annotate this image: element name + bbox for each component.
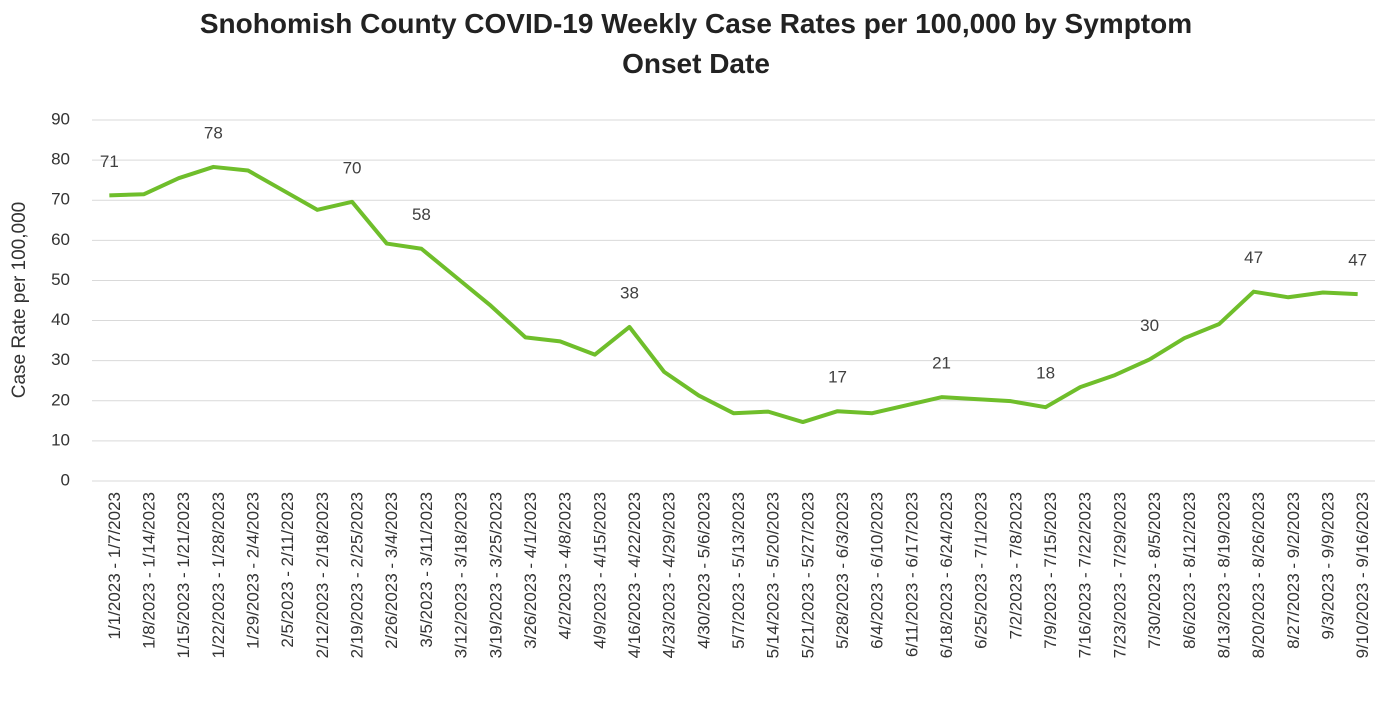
data-label: 38 — [620, 283, 639, 302]
y-tick-label: 50 — [51, 270, 70, 289]
y-tick-label: 90 — [51, 109, 70, 128]
y-tick-label: 60 — [51, 230, 70, 249]
x-tick-label: 7/2/2023 - 7/8/2023 — [1006, 492, 1025, 639]
y-tick-label: 10 — [51, 430, 70, 449]
x-tick-label: 4/2/2023 - 4/8/2023 — [556, 492, 575, 639]
data-label: 21 — [932, 354, 951, 373]
data-label: 58 — [412, 205, 431, 224]
x-tick-label: 2/5/2023 - 2/11/2023 — [278, 492, 297, 648]
chart-title: Snohomish County COVID-19 Weekly Case Ra… — [199, 8, 1193, 79]
x-tick-label: 8/13/2023 - 8/19/2023 — [1214, 492, 1233, 658]
x-tick-label: 9/10/2023 - 9/16/2023 — [1353, 492, 1372, 658]
y-tick-label: 70 — [51, 190, 70, 209]
data-label: 30 — [1140, 316, 1159, 335]
y-tick-label: 30 — [51, 350, 70, 369]
x-tick-label: 4/30/2023 - 5/6/2023 — [694, 492, 713, 649]
x-tick-label: 2/12/2023 - 2/18/2023 — [313, 492, 332, 658]
x-tick-label: 6/18/2023 - 6/24/2023 — [937, 492, 956, 658]
x-tick-label: 5/7/2023 - 5/13/2023 — [729, 492, 748, 649]
x-tick-label: 2/26/2023 - 3/4/2023 — [382, 492, 401, 649]
x-tick-label: 5/28/2023 - 6/3/2023 — [833, 492, 852, 649]
x-tick-label: 1/1/2023 - 1/7/2023 — [105, 492, 124, 639]
line-series — [109, 164, 1358, 425]
x-tick-label: 3/26/2023 - 4/1/2023 — [521, 492, 540, 649]
x-tick-label: 8/27/2023 - 9/2/2023 — [1284, 492, 1303, 649]
x-tick-label: 5/21/2023 - 5/27/2023 — [798, 492, 817, 658]
x-tick-label: 7/9/2023 - 7/15/2023 — [1041, 492, 1060, 649]
x-tick-label: 8/6/2023 - 8/12/2023 — [1180, 492, 1199, 649]
data-label: 18 — [1036, 364, 1055, 383]
y-tick-label: 40 — [51, 310, 70, 329]
x-tick-label: 6/4/2023 - 6/10/2023 — [868, 492, 887, 649]
x-tick-label: 4/23/2023 - 4/29/2023 — [660, 492, 679, 658]
data-label: 71 — [100, 152, 119, 171]
x-tick-label: 6/11/2023 - 6/17/2023 — [902, 492, 921, 657]
x-tick-label: 3/12/2023 - 3/18/2023 — [452, 492, 471, 658]
x-tick-label: 3/5/2023 - 3/11/2023 — [417, 492, 436, 648]
data-label: 47 — [1244, 248, 1263, 267]
x-tick-label: 8/20/2023 - 8/26/2023 — [1249, 492, 1268, 658]
x-tick-label: 1/8/2023 - 1/14/2023 — [139, 492, 158, 649]
x-tick-label: 7/16/2023 - 7/22/2023 — [1076, 492, 1095, 658]
x-tick-label: 1/15/2023 - 1/21/2023 — [174, 492, 193, 658]
x-tick-label: 6/25/2023 - 7/1/2023 — [972, 492, 991, 649]
x-tick-label: 7/30/2023 - 8/5/2023 — [1145, 492, 1164, 649]
data-label: 17 — [828, 368, 847, 387]
y-axis-label: Case Rate per 100,000 — [9, 202, 30, 398]
x-tick-label: 3/19/2023 - 3/25/2023 — [486, 492, 505, 658]
x-tick-label: 4/16/2023 - 4/22/2023 — [625, 492, 644, 658]
y-tick-label: 80 — [51, 150, 70, 169]
data-label: 70 — [343, 158, 362, 177]
x-tick-label: 1/29/2023 - 2/4/2023 — [244, 492, 263, 649]
data-label: 47 — [1348, 251, 1367, 270]
data-label: 78 — [204, 123, 223, 142]
y-tick-label: 20 — [51, 390, 70, 409]
x-tick-label: 1/22/2023 - 1/28/2023 — [209, 492, 228, 658]
x-tick-label: 4/9/2023 - 4/15/2023 — [590, 492, 609, 649]
x-tick-label: 5/14/2023 - 5/20/2023 — [764, 492, 783, 658]
x-tick-label: 2/19/2023 - 2/25/2023 — [348, 492, 367, 658]
x-tick-label: 7/23/2023 - 7/29/2023 — [1110, 492, 1129, 658]
y-tick-label: 0 — [61, 470, 70, 489]
x-tick-label: 9/3/2023 - 9/9/2023 — [1318, 492, 1337, 639]
